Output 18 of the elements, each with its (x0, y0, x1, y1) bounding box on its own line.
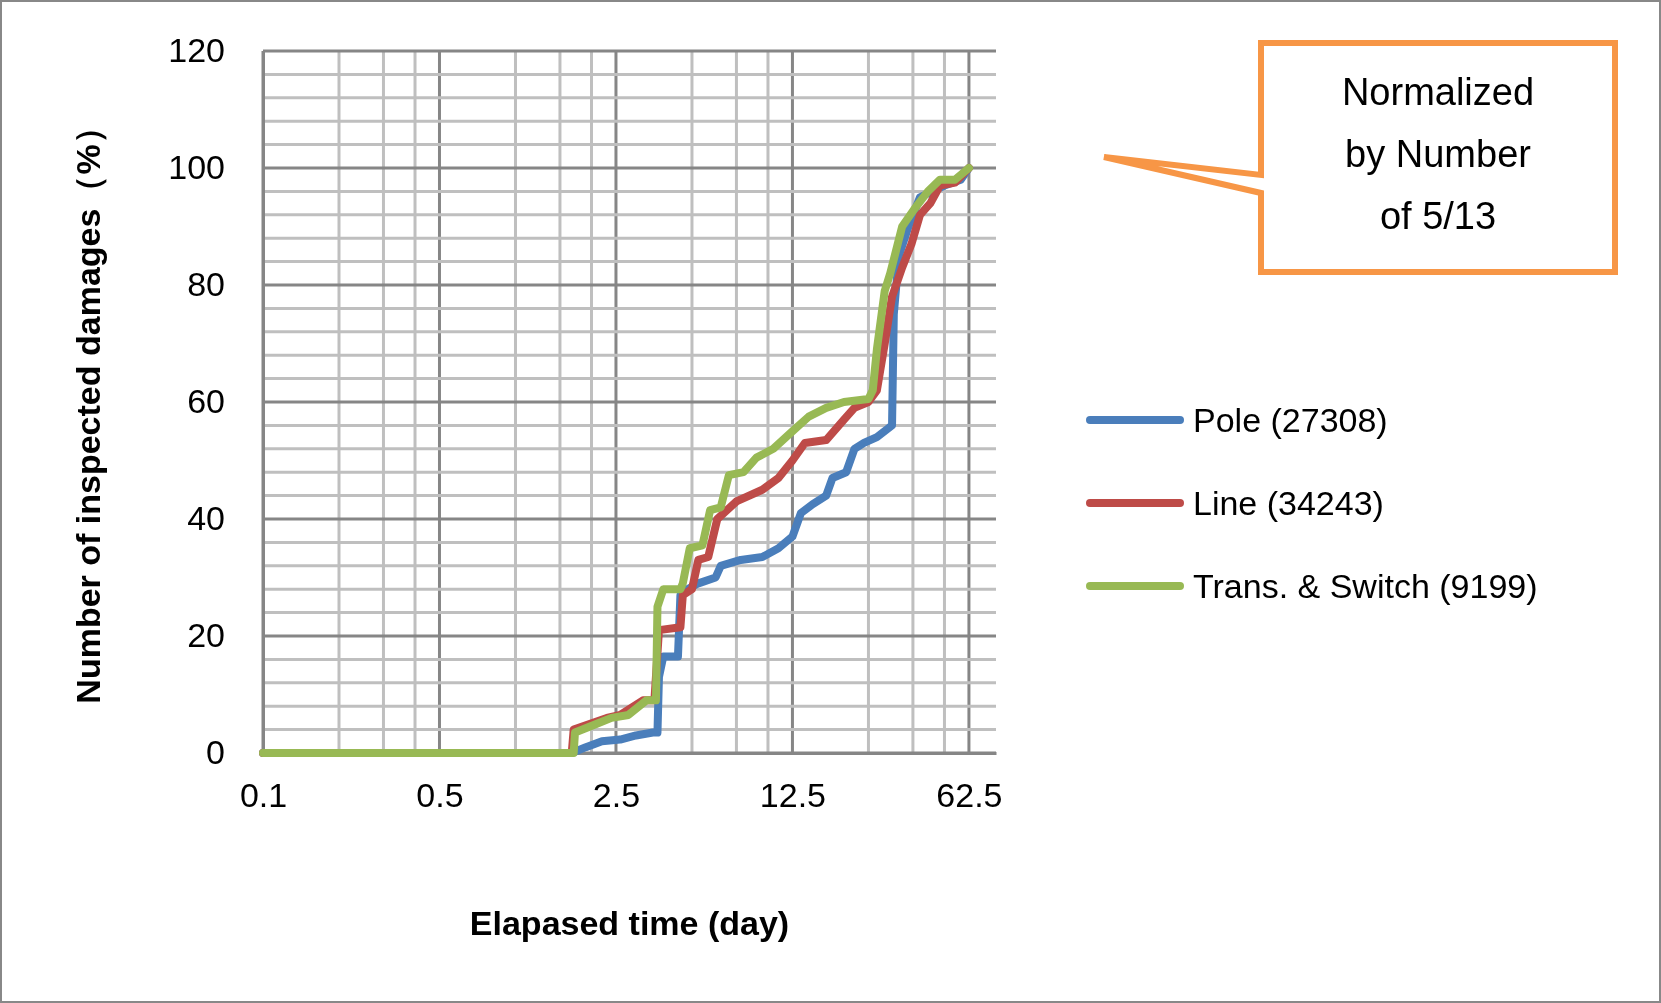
y-tick-label: 0 (206, 733, 225, 772)
x-tick-label: 62.5 (936, 775, 1003, 814)
y-axis-title: Number of inspected damages（%） (69, 110, 107, 704)
x-tick-label: 12.5 (759, 775, 827, 814)
legend-label: Pole (27308) (1193, 401, 1388, 439)
y-tick-label: 120 (168, 31, 225, 70)
x-tick-label: 2.5 (592, 775, 641, 814)
y-tick-label: 80 (187, 265, 225, 304)
y-tick-label: 100 (168, 148, 225, 187)
y-tick-label: 60 (187, 382, 225, 421)
y-tick-label: 20 (187, 616, 225, 655)
x-axis-title: Elapased time (day) (469, 904, 790, 942)
y-tick-label: 40 (187, 499, 225, 538)
text: Normalized by Number of 5/13 (1341, 71, 1535, 237)
legend-label: Trans. & Switch (9199) (1193, 567, 1538, 605)
x-tick-label: 0.1 (239, 775, 288, 814)
legend-label: Line (34243) (1193, 484, 1384, 522)
x-tick-label: 0.5 (416, 775, 464, 814)
